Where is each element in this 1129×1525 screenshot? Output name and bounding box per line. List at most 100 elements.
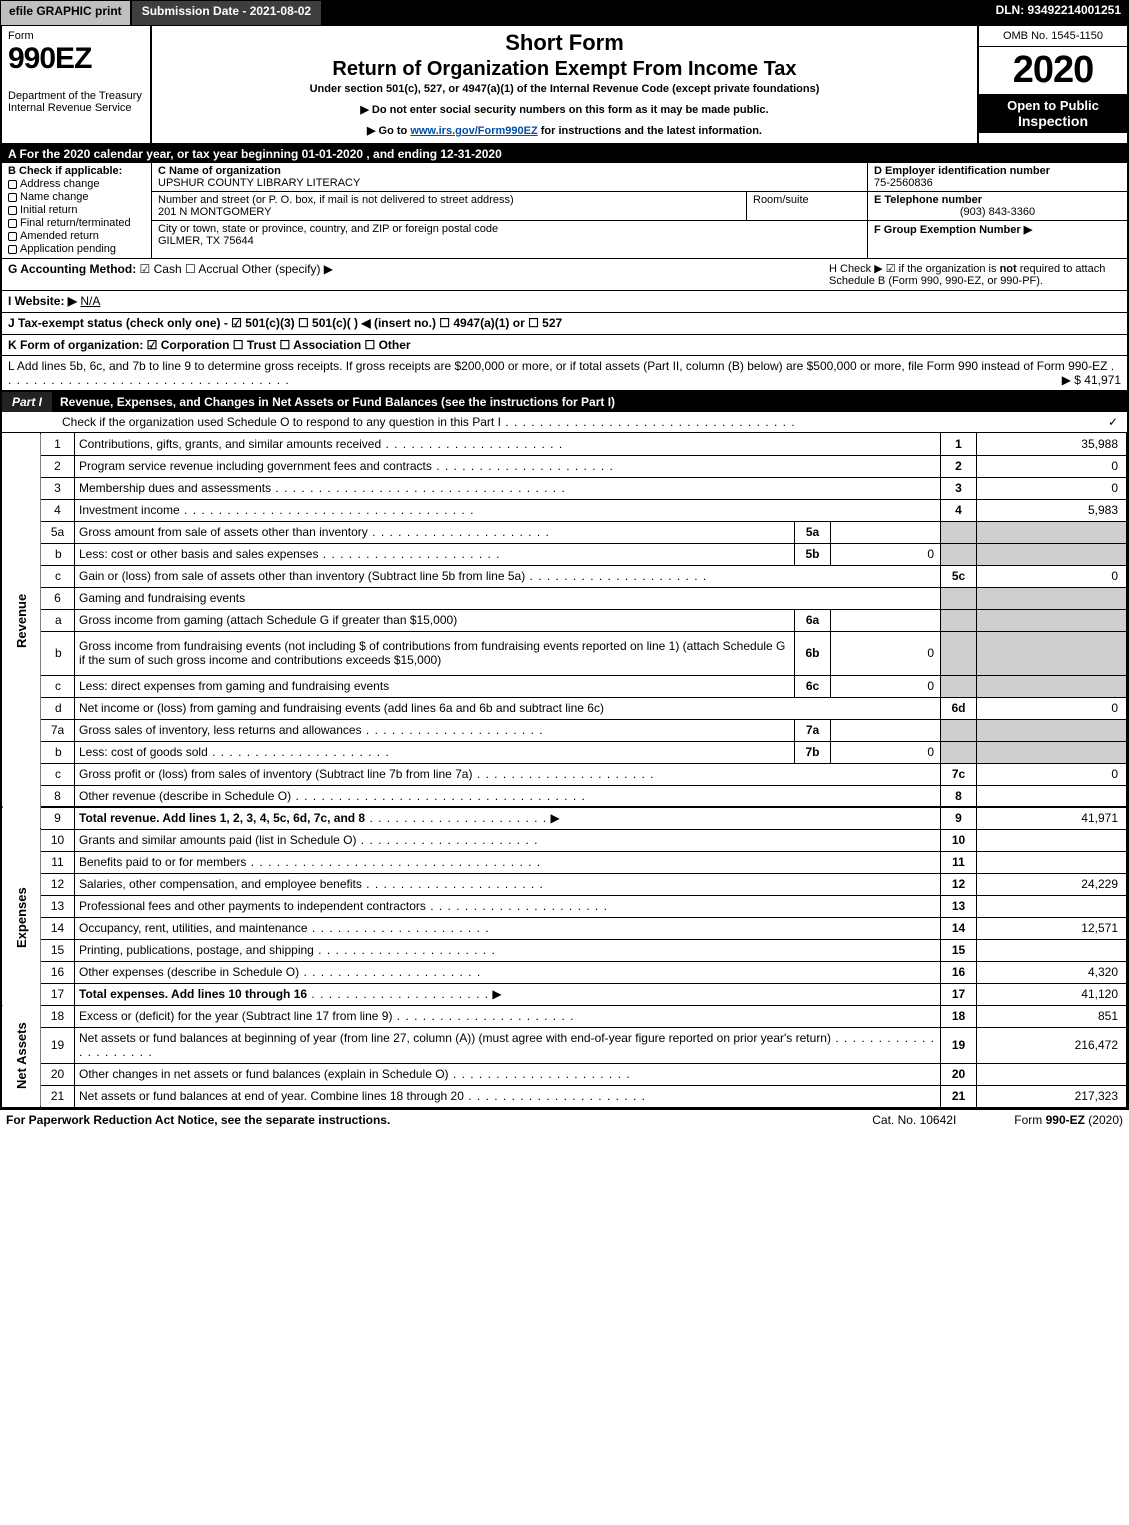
chk-name-change[interactable]: Name change <box>8 191 145 203</box>
box-d-e-f: D Employer identification number 75-2560… <box>867 163 1127 258</box>
street-row: Number and street (or P. O. box, if mail… <box>152 192 867 221</box>
street-value: 201 N MONTGOMERY <box>158 206 740 218</box>
tax-exempt-status: J Tax-exempt status (check only one) - ☑… <box>8 316 562 330</box>
submission-date-button[interactable]: Submission Date - 2021-08-02 <box>131 0 322 26</box>
h-not: not <box>1000 263 1017 275</box>
inspection-line-2: Inspection <box>981 113 1125 129</box>
line-6d: d Net income or (loss) from gaming and f… <box>2 697 1127 719</box>
form-label: Form <box>8 30 144 42</box>
sched-o-checkbox[interactable]: ✓ <box>1105 414 1121 430</box>
row-k: K Form of organization: ☑ Corporation ☐ … <box>2 335 1127 356</box>
footer-form-ref: Form 990-EZ (2020) <box>1014 1113 1123 1127</box>
line-7b: b Less: cost of goods sold 7b 0 <box>2 741 1127 763</box>
line-6c: c Less: direct expenses from gaming and … <box>2 675 1127 697</box>
row-l: L Add lines 5b, 6c, and 7b to line 9 to … <box>2 356 1127 392</box>
side-label-revenue: Revenue <box>2 433 41 807</box>
line-18: Net Assets 18 Excess or (deficit) for th… <box>2 1005 1127 1027</box>
chk-final-return[interactable]: Final return/terminated <box>8 217 145 229</box>
city-row: City or town, state or province, country… <box>152 221 867 249</box>
line-10: Expenses 10 Grants and similar amounts p… <box>2 829 1127 851</box>
room-suite-label: Room/suite <box>747 192 867 220</box>
row-i: I Website: ▶ N/A <box>2 291 1127 313</box>
row-j: J Tax-exempt status (check only one) - ☑… <box>2 313 1127 335</box>
ein-value: 75-2560836 <box>874 177 1121 189</box>
city-label: City or town, state or province, country… <box>158 223 861 235</box>
phone-label: E Telephone number <box>874 194 1121 206</box>
org-name-value: UPSHUR COUNTY LIBRARY LITERACY <box>158 177 861 189</box>
form-subtitle: Under section 501(c), 527, or 4947(a)(1)… <box>160 83 969 95</box>
h-label: H Check ▶ ☑ if the organization is <box>829 263 1000 275</box>
omb-number: OMB No. 1545-1150 <box>979 26 1127 47</box>
tax-year: 2020 <box>979 47 1127 94</box>
box-e: E Telephone number (903) 843-3360 <box>868 192 1127 221</box>
line-12: 12 Salaries, other compensation, and emp… <box>2 873 1127 895</box>
efile-print-button[interactable]: efile GRAPHIC print <box>0 0 131 26</box>
l1-num: 1 <box>41 433 75 455</box>
line-5b: b Less: cost or other basis and sales ex… <box>2 543 1127 565</box>
footer-pra-notice: For Paperwork Reduction Act Notice, see … <box>6 1113 814 1127</box>
form-id-box: Form 990EZ Department of the Treasury In… <box>2 26 152 143</box>
side-label-net-assets: Net Assets <box>2 1005 41 1107</box>
line-16: 16 Other expenses (describe in Schedule … <box>2 961 1127 983</box>
line-15: 15 Printing, publications, postage, and … <box>2 939 1127 961</box>
box-b-label: B Check if applicable: <box>8 165 145 177</box>
line-5a: 5a Gross amount from sale of assets othe… <box>2 521 1127 543</box>
dept-line-1: Department of the Treasury <box>8 90 144 102</box>
line-1: Revenue 1 Contributions, gifts, grants, … <box>2 433 1127 455</box>
website-value: N/A <box>80 294 100 308</box>
inspection-line-1: Open to Public <box>981 98 1125 113</box>
line-9: 9 Total revenue. Add lines 1, 2, 3, 4, 5… <box>2 807 1127 829</box>
line-5c: c Gain or (loss) from sale of assets oth… <box>2 565 1127 587</box>
line-6: 6 Gaming and fundraising events <box>2 587 1127 609</box>
line-20: 20 Other changes in net assets or fund b… <box>2 1063 1127 1085</box>
irs-link[interactable]: www.irs.gov/Form990EZ <box>410 125 537 137</box>
rows-g-j: G Accounting Method: ☑ Cash ☐ Accrual Ot… <box>2 259 1127 335</box>
phone-value: (903) 843-3360 <box>874 206 1121 218</box>
box-d: D Employer identification number 75-2560… <box>868 163 1127 192</box>
lines-table: Revenue 1 Contributions, gifts, grants, … <box>2 433 1127 1108</box>
ein-label: D Employer identification number <box>874 165 1121 177</box>
part-1-sched-check: Check if the organization used Schedule … <box>2 412 1127 433</box>
chk-amended-return[interactable]: Amended return <box>8 230 145 242</box>
chk-application-pending[interactable]: Application pending <box>8 243 145 255</box>
l1-ref: 1 <box>941 433 977 455</box>
inspection-box: Open to Public Inspection <box>979 94 1127 133</box>
goto-prefix: ▶ Go to <box>367 125 410 137</box>
chk-address-change[interactable]: Address change <box>8 178 145 190</box>
line-4: 4 Investment income 4 5,983 <box>2 499 1127 521</box>
row-g-h: G Accounting Method: ☑ Cash ☐ Accrual Ot… <box>2 259 1127 291</box>
instruction-goto: ▶ Go to www.irs.gov/Form990EZ for instru… <box>160 124 969 137</box>
line-14: 14 Occupancy, rent, utilities, and maint… <box>2 917 1127 939</box>
form-header: Form 990EZ Department of the Treasury In… <box>2 26 1127 145</box>
chk-initial-return[interactable]: Initial return <box>8 204 145 216</box>
footer-cat-no: Cat. No. 10642I <box>814 1113 1014 1127</box>
form-body: Form 990EZ Department of the Treasury In… <box>0 26 1129 1110</box>
side-label-expenses: Expenses <box>2 829 41 1005</box>
group-exemption-label: F Group Exemption Number ▶ <box>874 223 1121 236</box>
line-17: 17 Total expenses. Add lines 10 through … <box>2 983 1127 1005</box>
row-a-tax-year: A For the 2020 calendar year, or tax yea… <box>2 145 1127 163</box>
line-6b: b Gross income from fundraising events (… <box>2 631 1127 675</box>
line-21: 21 Net assets or fund balances at end of… <box>2 1085 1127 1107</box>
line-7a: 7a Gross sales of inventory, less return… <box>2 719 1127 741</box>
form-of-org: K Form of organization: ☑ Corporation ☐ … <box>8 338 411 352</box>
line-2: 2 Program service revenue including gove… <box>2 455 1127 477</box>
sched-o-text: Check if the organization used Schedule … <box>2 412 1105 432</box>
form-number: 990EZ <box>8 42 144 76</box>
line-7c: c Gross profit or (loss) from sales of i… <box>2 763 1127 785</box>
form-meta-box: OMB No. 1545-1150 2020 Open to Public In… <box>977 26 1127 143</box>
line-19: 19 Net assets or fund balances at beginn… <box>2 1027 1127 1063</box>
part-1-title: Revenue, Expenses, and Changes in Net As… <box>52 392 1127 412</box>
box-c: C Name of organization UPSHUR COUNTY LIB… <box>152 163 867 258</box>
website-label: I Website: ▶ <box>8 294 77 308</box>
box-b: B Check if applicable: Address change Na… <box>2 163 152 258</box>
org-name-label: C Name of organization <box>158 165 861 177</box>
page-footer: For Paperwork Reduction Act Notice, see … <box>0 1110 1129 1130</box>
dept-line-2: Internal Revenue Service <box>8 102 144 114</box>
form-title-main: Return of Organization Exempt From Incom… <box>160 58 969 81</box>
row-l-amount: ▶ $ 41,971 <box>1062 373 1121 387</box>
instruction-ssn: ▶ Do not enter social security numbers o… <box>160 103 969 116</box>
part-1-tab: Part I <box>2 392 52 412</box>
goto-suffix: for instructions and the latest informat… <box>538 125 762 137</box>
top-bar: efile GRAPHIC print Submission Date - 20… <box>0 0 1129 26</box>
